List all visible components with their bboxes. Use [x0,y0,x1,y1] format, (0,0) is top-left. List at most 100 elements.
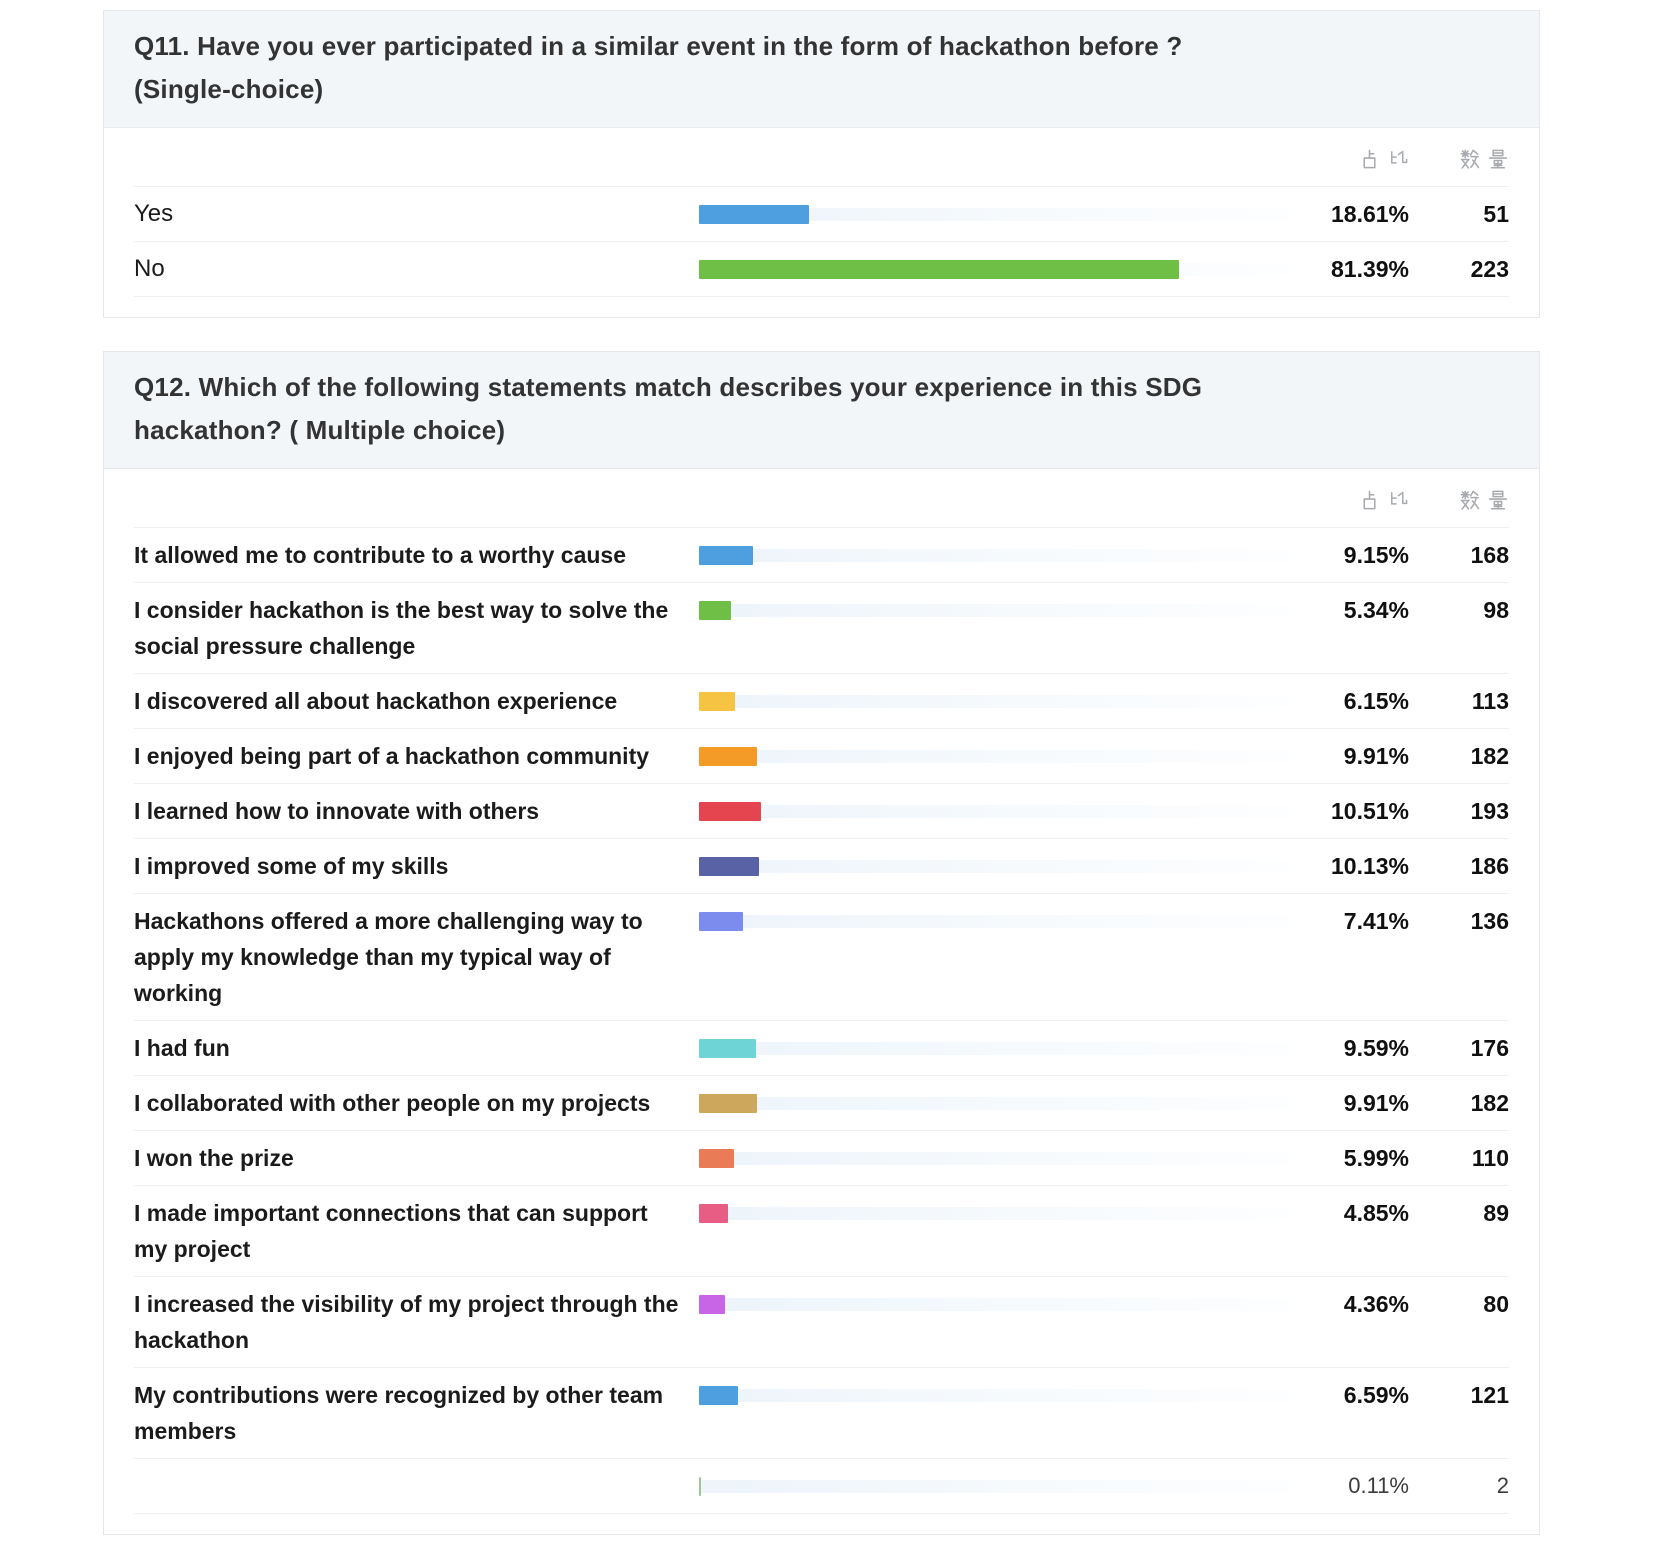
result-row: I improved some of my skills 10.13% 186 [134,838,1509,893]
bar-fill [699,1295,725,1314]
bar-cell [699,537,1289,573]
option-label: I won the prize [134,1145,294,1171]
option-label: I improved some of my skills [134,853,449,879]
percentage-cjk-glyphs [1357,489,1409,512]
bar-cell [699,1085,1289,1121]
result-row: Yes 18.61% 51 [134,186,1509,241]
percentage-value: 5.34% [1343,597,1409,623]
question-header: Q11. Have you ever participated in a sim… [104,11,1539,128]
percentage-value: 9.59% [1343,1035,1409,1061]
option-label: I had fun [134,1035,230,1061]
bar-track [699,805,1289,818]
question-card-q11: Q11. Have you ever participated in a sim… [103,10,1540,318]
question-card-q12: Q12. Which of the following statements m… [103,351,1540,1535]
cjk-liang-glyph [1488,490,1508,510]
question-body: It allowed me to contribute to a worthy … [104,469,1539,1534]
column-header-count [1409,148,1509,171]
column-header-percentage [1289,148,1409,171]
bar-fill [699,1477,701,1496]
count-value: 121 [1470,1382,1509,1408]
bar-track [699,604,1289,617]
count-value: 80 [1483,1291,1509,1317]
cjk-bi-glyph [1390,150,1408,164]
count-cjk-glyphs [1457,148,1509,171]
bar-cell [699,903,1289,939]
option-label: My contributions were recognized by othe… [134,1382,664,1444]
bar-cell [699,1195,1289,1231]
bar-track [699,1298,1289,1311]
bar-fill [699,692,736,711]
bar-track [699,208,1289,221]
percentage-value: 7.41% [1343,908,1409,934]
percentage-value: 10.51% [1330,798,1409,824]
count-cjk-glyphs [1457,489,1509,512]
column-header-percentage [1289,489,1409,512]
option-label: I increased the visibility of my project… [134,1291,679,1353]
cjk-shu-glyph [1460,490,1479,510]
option-label: It allowed me to contribute to a worthy … [134,542,627,568]
column-headers [134,132,1509,186]
result-row: No 81.39% 223 [134,241,1509,296]
option-label: No [134,255,165,282]
result-row: I enjoyed being part of a hackathon comm… [134,728,1509,783]
bar-fill [699,1149,735,1168]
result-row: I collaborated with other people on my p… [134,1075,1509,1130]
percentage-value: 4.85% [1343,1200,1409,1226]
bar-track [699,695,1289,708]
bar-cell [699,683,1289,719]
count-value: 51 [1483,201,1509,227]
bar-fill [699,1204,728,1223]
bar-track [699,1207,1289,1220]
result-row: Hackathons offered a more challenging wa… [134,893,1509,1020]
percentage-value: 81.39% [1330,256,1409,282]
bar-track [699,1042,1289,1055]
bar-cell [699,592,1289,628]
bar-cell [699,251,1289,287]
results-rows: It allowed me to contribute to a worthy … [134,527,1509,1514]
column-header-count [1409,489,1509,512]
count-value: 98 [1483,597,1509,623]
bar-fill [699,601,731,620]
percentage-value: 5.99% [1343,1145,1409,1171]
percentage-value: 9.15% [1343,542,1409,568]
result-row: I consider hackathon is the best way to … [134,582,1509,673]
option-label: I collaborated with other people on my p… [134,1090,651,1116]
question-title: Q11. Have you ever participated in a sim… [134,31,1183,104]
option-label: I enjoyed being part of a hackathon comm… [134,743,650,769]
percentage-value: 9.91% [1343,743,1409,769]
bar-track [699,1152,1289,1165]
bar-track [699,750,1289,763]
results-rows: Yes 18.61% 51 No 81.39% 223 [134,186,1509,297]
bar-cell [699,1377,1289,1413]
percentage-value: 6.15% [1343,688,1409,714]
bar-fill [699,857,759,876]
count-value: 89 [1483,1200,1509,1226]
bar-track [699,1389,1289,1402]
cjk-shu-glyph [1460,149,1479,169]
bar-cell [699,196,1289,232]
bar-fill [699,1094,758,1113]
count-value: 113 [1471,688,1509,714]
percentage-value: 9.91% [1343,1090,1409,1116]
option-label: Hackathons offered a more challenging wa… [134,908,643,1006]
question-body: Yes 18.61% 51 No 81.39% 223 [104,128,1539,317]
bar-cell [699,793,1289,829]
bar-track [699,915,1289,928]
question-title: Q12. Which of the following statements m… [134,372,1203,445]
option-label: I made important connections that can su… [134,1200,648,1262]
bar-track [699,549,1289,562]
result-row: I won the prize 5.99% 110 [134,1130,1509,1185]
option-label: I learned how to innovate with others [134,798,540,824]
bar-cell [699,1468,1289,1504]
result-row: I learned how to innovate with others 10.… [134,783,1509,838]
bar-fill [699,205,809,224]
count-value: 2 [1496,1473,1509,1498]
option-label: I consider hackathon is the best way to … [134,597,669,659]
result-row: I made important connections that can su… [134,1185,1509,1276]
bar-cell [699,738,1289,774]
bar-cell [699,1286,1289,1322]
percentage-value: 0.11% [1348,1473,1409,1498]
bar-cell [699,848,1289,884]
bar-fill [699,546,753,565]
question-header: Q12. Which of the following statements m… [104,352,1539,469]
